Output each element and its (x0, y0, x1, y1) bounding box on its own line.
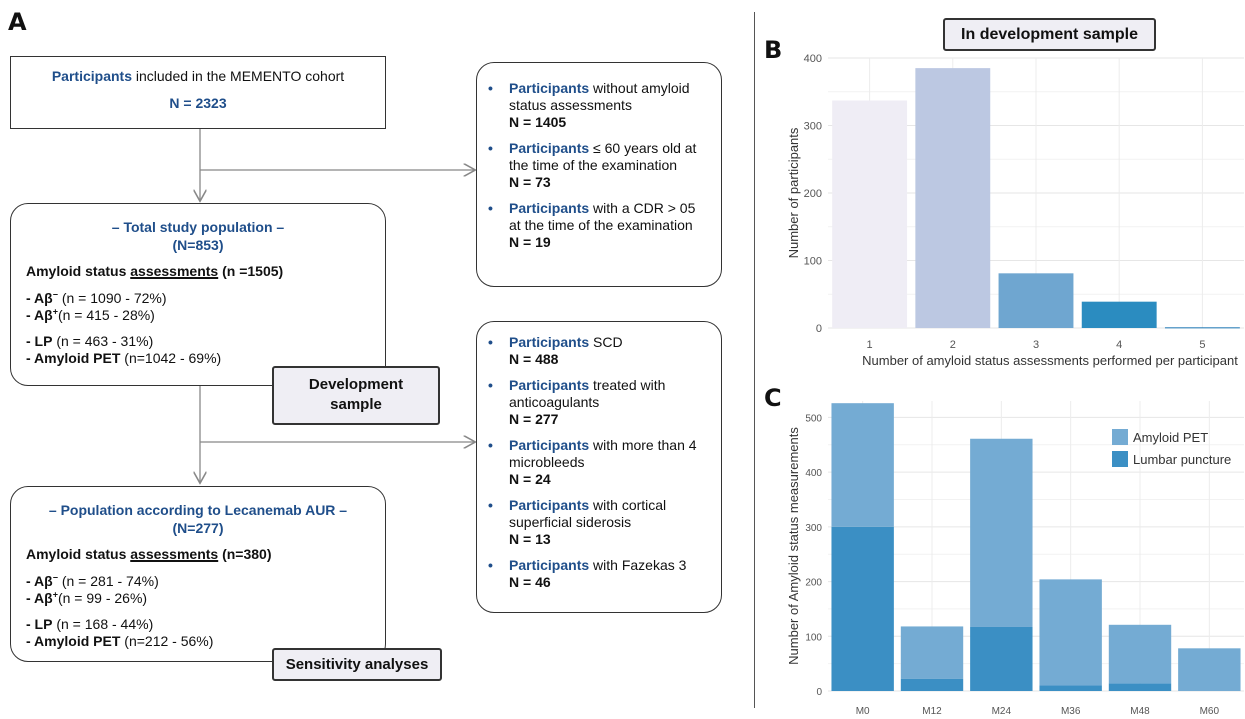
total-n: (N=853) (172, 237, 224, 253)
development-sample-tag: Development sample (272, 366, 440, 425)
legend-swatch (1112, 451, 1128, 467)
bar-amyloid-pet-M60 (1178, 648, 1241, 691)
bar-lumbar-puncture-M0 (831, 526, 894, 691)
x-tick-label: M60 (1200, 706, 1220, 717)
x-tick-label: M12 (922, 706, 942, 717)
bar-amyloid-pet-M24 (970, 438, 1033, 627)
panel-c-letter: C (764, 384, 782, 412)
chart-c-svg: M0 M12 M24 M36 M48 M60 0 100 200 300 400 500 Number … (786, 401, 1244, 717)
panel-a-letter: A (8, 8, 27, 36)
cohort-participants-label: Participants (51, 68, 132, 84)
y-tick-label: 500 (805, 413, 822, 424)
cohort-box: Participants included in the MEMENTO coh… (10, 56, 386, 129)
exclusion-1-item: • Participants with a CDR > 05 at the time… (488, 200, 696, 250)
x-tick-label: 3 (1033, 339, 1039, 351)
bar-amyloid-pet-M48 (1108, 624, 1172, 684)
y-axis-label: Number of Amyloid status measurements (786, 427, 801, 665)
chart-b-title: In development sample (943, 18, 1156, 51)
bar-lumbar-puncture-M48 (1108, 683, 1172, 691)
exclusion-2-item: • Participants with more than 4 microbleed… (488, 437, 697, 487)
x-tick-label: 4 (1116, 339, 1122, 351)
legend-swatch (1112, 429, 1128, 445)
bar-lumbar-puncture-M24 (970, 626, 1033, 691)
bar-lumbar-puncture-M12 (900, 678, 964, 691)
y-tick-label: 0 (816, 687, 822, 698)
lecanemab-lp: - LP (n = 168 - 44%) (26, 616, 154, 632)
exclusion-1-item: • Participants without amyloid status asse… (488, 80, 690, 130)
bar-amyloid-pet-M0 (831, 403, 894, 527)
chart-c-legend: Amyloid PET Lumbar puncture (1112, 429, 1231, 467)
legend-label: Amyloid PET (1133, 430, 1208, 445)
panel-divider (754, 12, 755, 708)
legend-label: Lumbar puncture (1133, 452, 1231, 467)
flow-connectors (0, 129, 760, 719)
x-axis-label-line2: during MEMENTO follow-up (989, 369, 1151, 370)
x-tick-label: 1 (867, 339, 873, 351)
bar-lumbar-puncture-M36 (1039, 685, 1102, 691)
x-tick-label: M24 (992, 706, 1012, 717)
lecanemab-assessments: Amyloid status assessments (n=380) (26, 546, 272, 562)
bar-count-2 (915, 68, 991, 328)
y-tick-label: 400 (805, 468, 822, 479)
bar-count-5 (1164, 327, 1240, 329)
lecanemab-title: – Population according to Lecanemab AUR … (48, 502, 348, 518)
x-tick-label: 5 (1199, 339, 1205, 351)
lecanemab-abeta-neg: - Aβ− (n = 281 - 74%) (26, 572, 159, 589)
total-pet: - Amyloid PET (n=1042 - 69%) (26, 350, 222, 366)
bar-amyloid-pet-M36 (1039, 579, 1102, 686)
y-tick-label: 200 (804, 188, 822, 200)
panel-b-letter: B (764, 36, 783, 64)
exclusion-2-item: • Participants SCD N = 488 (488, 334, 623, 367)
exclusion-box-2: • Participants SCD N = 488 • Participants t… (476, 321, 722, 613)
x-tick-label: M36 (1061, 706, 1081, 717)
y-tick-label: 300 (805, 523, 822, 534)
total-lp: - LP (n = 463 - 31%) (26, 333, 154, 349)
cohort-description: included in the MEMENTO cohort (131, 68, 345, 84)
y-tick-label: 300 (804, 121, 822, 133)
lecanemab-population-box: – Population according to Lecanemab AUR … (10, 486, 386, 662)
x-tick-label: M0 (856, 706, 870, 717)
bar-amyloid-pet-M12 (900, 626, 964, 679)
y-tick-label: 200 (805, 578, 822, 589)
y-tick-label: 100 (805, 632, 822, 643)
x-axis-label-line1: Number of amyloid status assessments per… (862, 353, 1238, 368)
x-tick-label: M48 (1130, 706, 1150, 717)
bar-count-1 (832, 100, 908, 329)
lecanemab-pet: - Amyloid PET (n=212 - 56%) (26, 633, 214, 649)
y-tick-label: 0 (816, 323, 822, 335)
y-axis-label: Number of participants (786, 127, 801, 258)
total-population-box: – Total study population – (N=853) Amylo… (10, 203, 386, 386)
exclusion-box-1: • Participants without amyloid status asse… (476, 62, 722, 287)
total-abeta-neg: - Aβ− (n = 1090 - 72%) (26, 289, 167, 306)
total-title: – Total study population – (111, 219, 285, 235)
y-tick-label: 400 (804, 53, 822, 65)
lecanemab-abeta-pos: - Aβ+(n = 99 - 26%) (26, 589, 148, 606)
sensitivity-analyses-tag: Sensitivity analyses (272, 648, 442, 681)
lecanemab-n: (N=277) (172, 520, 224, 536)
y-tick-label: 100 (804, 256, 822, 268)
exclusion-1-item: • Participants ≤ 60 years old at the time … (488, 140, 697, 190)
exclusion-2-item: • Participants treated with anticoagulants… (488, 377, 666, 427)
bar-count-3 (998, 273, 1074, 328)
cohort-n: N = 2323 (169, 95, 227, 111)
total-assessments: Amyloid status assessments (n =1505) (26, 263, 284, 279)
bar-count-4 (1081, 301, 1157, 328)
exclusion-2-item: • Participants with cortical superficial s… (488, 497, 667, 547)
total-abeta-pos: - Aβ+(n = 415 - 28%) (26, 306, 155, 323)
x-tick-label: 2 (950, 339, 956, 351)
chart-b-svg: 1 2 3 4 5 0 100 200 300 400 Number of amyloid stat… (786, 53, 1244, 370)
